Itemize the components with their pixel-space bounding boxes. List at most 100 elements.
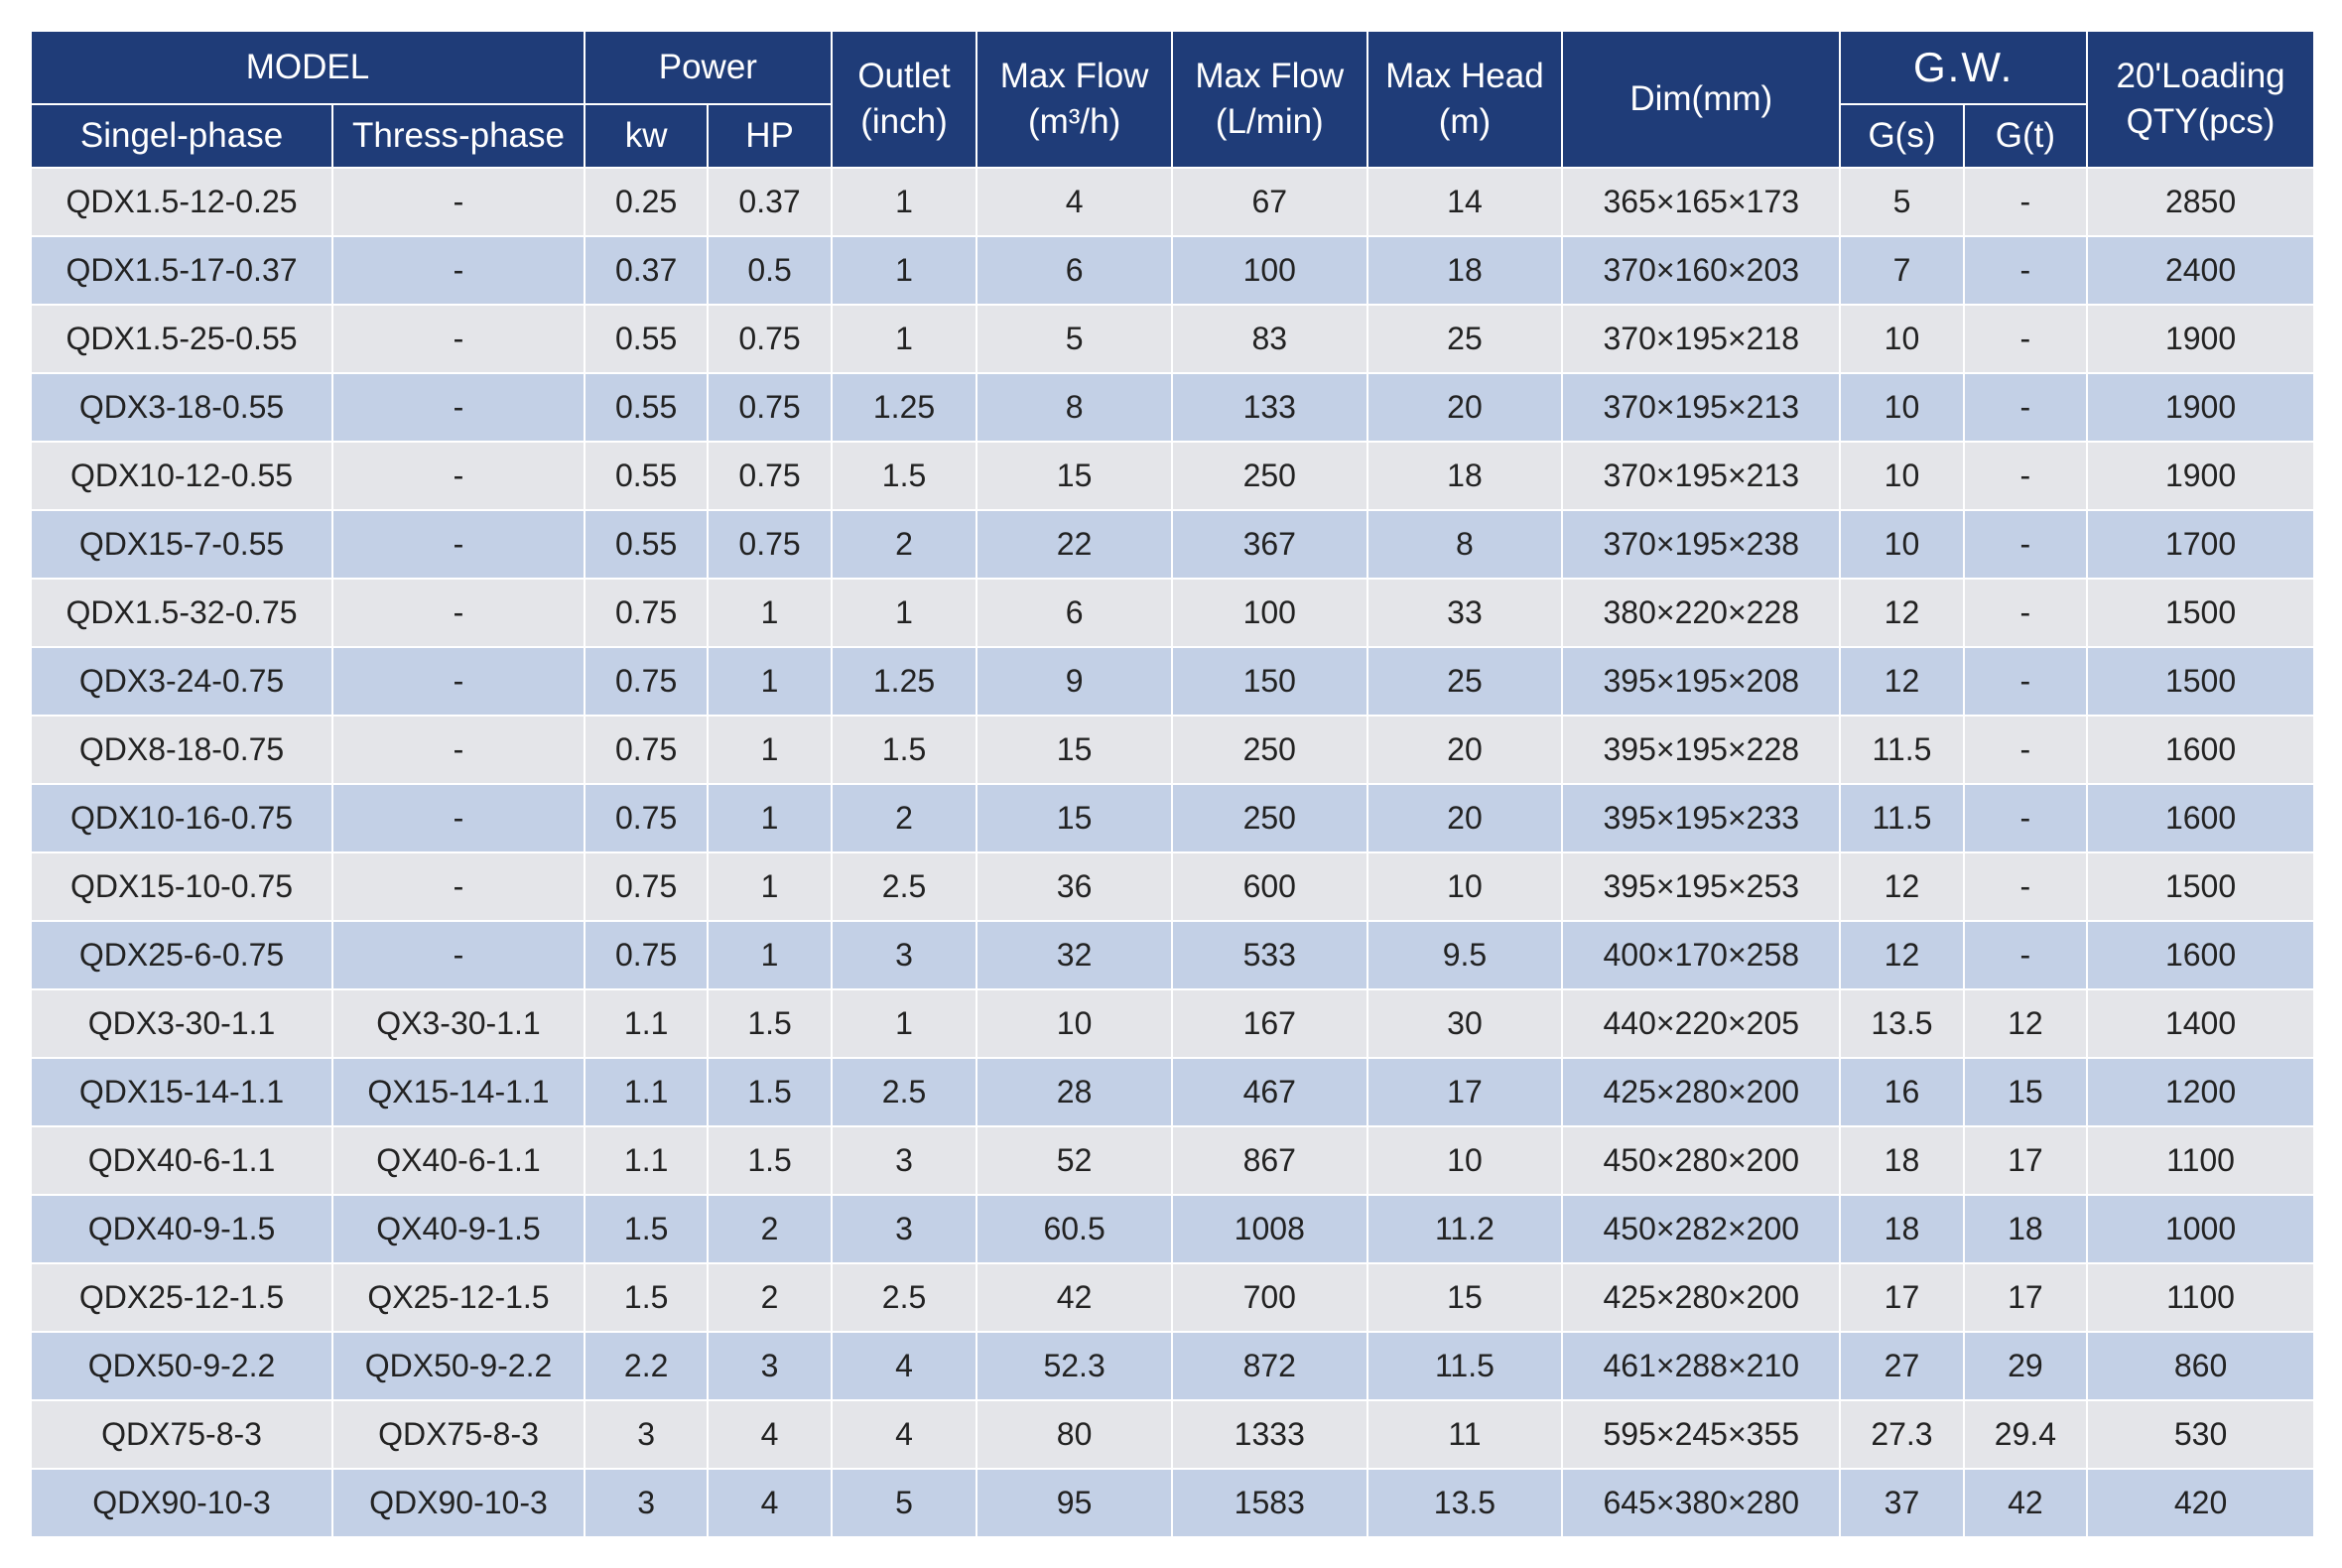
cell-three-phase-model: -: [331, 715, 586, 785]
cell-max-flow-lmin: 467: [1170, 1057, 1368, 1127]
cell-loading-qty: 1000: [2086, 1194, 2315, 1264]
cell-weight-gt: 17: [1962, 1125, 2089, 1196]
table-row: QDX10-12-0.55-0.55 0.75 1.5 15 250 18 370×195×…: [29, 441, 2315, 511]
cell-dimensions: 370×160×203: [1561, 235, 1842, 306]
cell-power-hp: 1.5: [707, 1125, 833, 1196]
cell-power-hp: 2: [707, 1194, 833, 1264]
cell-power-hp: 1: [707, 783, 833, 853]
header-max-flow-lmin-line2: (L/min): [1215, 102, 1324, 141]
table-header: MODEL Power Outlet (inch) Max Flow (m³/h…: [29, 30, 2315, 169]
cell-outlet: 2.5: [830, 1262, 978, 1333]
table-row: QDX3-18-0.55-0.55 0.75 1.25 8 133 20 370×195×2…: [29, 372, 2315, 443]
cell-weight-gs: 12: [1839, 920, 1965, 990]
cell-weight-gt: -: [1962, 167, 2089, 237]
header-max-flow-m3h: Max Flow (m³/h): [976, 30, 1173, 169]
cell-loading-qty: 530: [2086, 1399, 2315, 1470]
cell-outlet: 1: [830, 578, 978, 648]
cell-power-kw: 0.25: [583, 167, 710, 237]
cell-three-phase-model: -: [331, 441, 586, 511]
cell-outlet: 3: [830, 1194, 978, 1264]
cell-outlet: 1.5: [830, 441, 978, 511]
cell-max-flow-lmin: 133: [1170, 372, 1368, 443]
cell-weight-gt: -: [1962, 715, 2089, 785]
table-row: QDX40-6-1.1 QX40-6-1.1 1.1 1.5 3 52 867 10 450×2…: [29, 1125, 2315, 1196]
cell-power-hp: 0.5: [707, 235, 833, 306]
header-outlet: Outlet (inch): [830, 30, 978, 169]
cell-weight-gs: 12: [1839, 578, 1965, 648]
cell-weight-gs: 27.3: [1839, 1399, 1965, 1470]
cell-max-flow-m3h: 32: [976, 920, 1173, 990]
header-power: Power: [583, 30, 833, 105]
cell-outlet: 1.25: [830, 646, 978, 717]
cell-power-hp: 0.75: [707, 441, 833, 511]
cell-power-kw: 3: [583, 1399, 710, 1470]
cell-power-kw: 0.37: [583, 235, 710, 306]
cell-dimensions: 450×282×200: [1561, 1194, 1842, 1264]
cell-loading-qty: 1400: [2086, 988, 2315, 1059]
cell-power-kw: 1.1: [583, 1057, 710, 1127]
table-row: QDX1.5-12-0.25-0.25 0.37 1 4 67 14 365×165×173…: [29, 167, 2315, 237]
cell-single-phase-model: QDX50-9-2.2: [29, 1331, 334, 1401]
cell-three-phase-model: QX40-6-1.1: [331, 1125, 586, 1196]
cell-outlet: 1.5: [830, 715, 978, 785]
header-max-flow-m3h-line1: Max Flow: [999, 57, 1149, 95]
cell-weight-gt: 29.4: [1962, 1399, 2089, 1470]
cell-dimensions: 370×195×213: [1561, 372, 1842, 443]
cell-loading-qty: 1500: [2086, 646, 2315, 717]
header-outlet-line2: (inch): [860, 102, 948, 141]
cell-power-hp: 4: [707, 1399, 833, 1470]
cell-power-hp: 2: [707, 1262, 833, 1333]
table-row: QDX1.5-32-0.75-0.75 1 1 6 100 33 380×220×228 12…: [29, 578, 2315, 648]
cell-loading-qty: 420: [2086, 1468, 2315, 1538]
cell-max-head: 10: [1366, 851, 1564, 922]
cell-outlet: 2.5: [830, 1057, 978, 1127]
cell-three-phase-model: QX3-30-1.1: [331, 988, 586, 1059]
cell-loading-qty: 1600: [2086, 715, 2315, 785]
cell-loading-qty: 1900: [2086, 372, 2315, 443]
cell-three-phase-model: -: [331, 509, 586, 580]
cell-max-flow-lmin: 1008: [1170, 1194, 1368, 1264]
header-max-head-line1: Max Head: [1385, 57, 1544, 95]
cell-max-head: 14: [1366, 167, 1564, 237]
cell-dimensions: 380×220×228: [1561, 578, 1842, 648]
cell-weight-gt: -: [1962, 646, 2089, 717]
cell-power-kw: 2.2: [583, 1331, 710, 1401]
cell-single-phase-model: QDX3-30-1.1: [29, 988, 334, 1059]
cell-single-phase-model: QDX3-24-0.75: [29, 646, 334, 717]
cell-max-flow-lmin: 867: [1170, 1125, 1368, 1196]
cell-single-phase-model: QDX1.5-32-0.75: [29, 578, 334, 648]
table-row: QDX75-8-3 QDX75-8-3 3 4 4 80 1333 11 595×245×355…: [29, 1399, 2315, 1470]
header-dim: Dim(mm): [1561, 30, 1842, 169]
pump-spec-table: MODEL Power Outlet (inch) Max Flow (m³/h…: [29, 30, 2315, 1538]
cell-max-head: 25: [1366, 646, 1564, 717]
cell-single-phase-model: QDX1.5-17-0.37: [29, 235, 334, 306]
table-row: QDX15-10-0.75-0.75 1 2.5 36 600 10 395×195×253…: [29, 851, 2315, 922]
cell-max-flow-lmin: 83: [1170, 304, 1368, 374]
cell-weight-gt: 18: [1962, 1194, 2089, 1264]
table-row: QDX15-7-0.55-0.55 0.75 2 22 367 8 370×195×238 1…: [29, 509, 2315, 580]
cell-dimensions: 370×195×218: [1561, 304, 1842, 374]
cell-loading-qty: 1900: [2086, 441, 2315, 511]
cell-three-phase-model: QDX75-8-3: [331, 1399, 586, 1470]
cell-max-head: 11: [1366, 1399, 1564, 1470]
table-row: QDX10-16-0.75-0.75 1 2 15 250 20 395×195×233 11…: [29, 783, 2315, 853]
cell-power-hp: 0.75: [707, 509, 833, 580]
cell-outlet: 2: [830, 509, 978, 580]
cell-weight-gt: -: [1962, 304, 2089, 374]
cell-single-phase-model: QDX15-14-1.1: [29, 1057, 334, 1127]
table-row: QDX25-6-0.75-0.75 1 3 32 533 9.5 400×170×258 12…: [29, 920, 2315, 990]
cell-max-flow-lmin: 250: [1170, 783, 1368, 853]
cell-weight-gs: 10: [1839, 372, 1965, 443]
cell-max-flow-lmin: 1333: [1170, 1399, 1368, 1470]
cell-three-phase-model: -: [331, 167, 586, 237]
cell-max-flow-lmin: 167: [1170, 988, 1368, 1059]
cell-weight-gs: 27: [1839, 1331, 1965, 1401]
cell-max-head: 17: [1366, 1057, 1564, 1127]
cell-power-kw: 3: [583, 1468, 710, 1538]
cell-max-head: 10: [1366, 1125, 1564, 1196]
cell-weight-gt: -: [1962, 783, 2089, 853]
cell-outlet: 3: [830, 1125, 978, 1196]
cell-dimensions: 450×280×200: [1561, 1125, 1842, 1196]
cell-single-phase-model: QDX75-8-3: [29, 1399, 334, 1470]
cell-power-kw: 0.55: [583, 509, 710, 580]
